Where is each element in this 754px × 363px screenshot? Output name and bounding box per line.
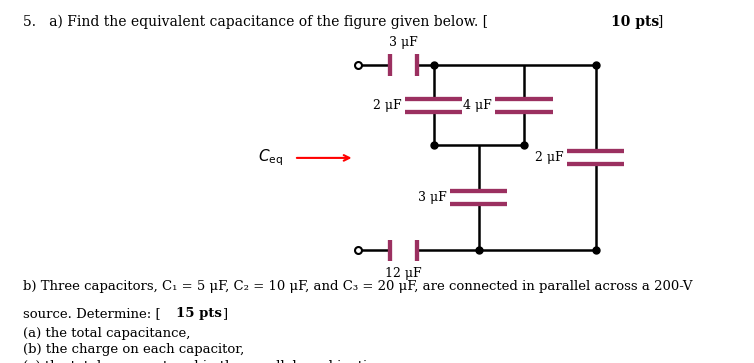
Text: source. Determine: [: source. Determine: [: [23, 307, 161, 320]
Text: 10 pts: 10 pts: [611, 15, 659, 29]
Text: (c) the total energy stored in the parallel combination.: (c) the total energy stored in the paral…: [23, 360, 388, 363]
Text: 2 μF: 2 μF: [535, 151, 563, 164]
Text: (a) the total capacitance,: (a) the total capacitance,: [23, 327, 190, 340]
Text: 2 μF: 2 μF: [372, 99, 401, 112]
Text: ]: ]: [222, 307, 228, 320]
Text: ]: ]: [658, 15, 664, 29]
Text: 5.   a) Find the equivalent capacitance of the figure given below. [: 5. a) Find the equivalent capacitance of…: [23, 15, 488, 29]
Text: 3 μF: 3 μF: [389, 36, 418, 49]
Text: 3 μF: 3 μF: [418, 191, 446, 204]
Text: $C_{\rm eq}$: $C_{\rm eq}$: [258, 148, 283, 168]
Text: 15 pts: 15 pts: [176, 307, 222, 320]
Text: 12 μF: 12 μF: [385, 267, 421, 280]
Text: 4 μF: 4 μF: [463, 99, 492, 112]
Text: b) Three capacitors, C₁ = 5 μF, C₂ = 10 μF, and C₃ = 20 μF, are connected in par: b) Three capacitors, C₁ = 5 μF, C₂ = 10 …: [23, 280, 692, 293]
Text: (b) the charge on each capacitor,: (b) the charge on each capacitor,: [23, 343, 244, 356]
